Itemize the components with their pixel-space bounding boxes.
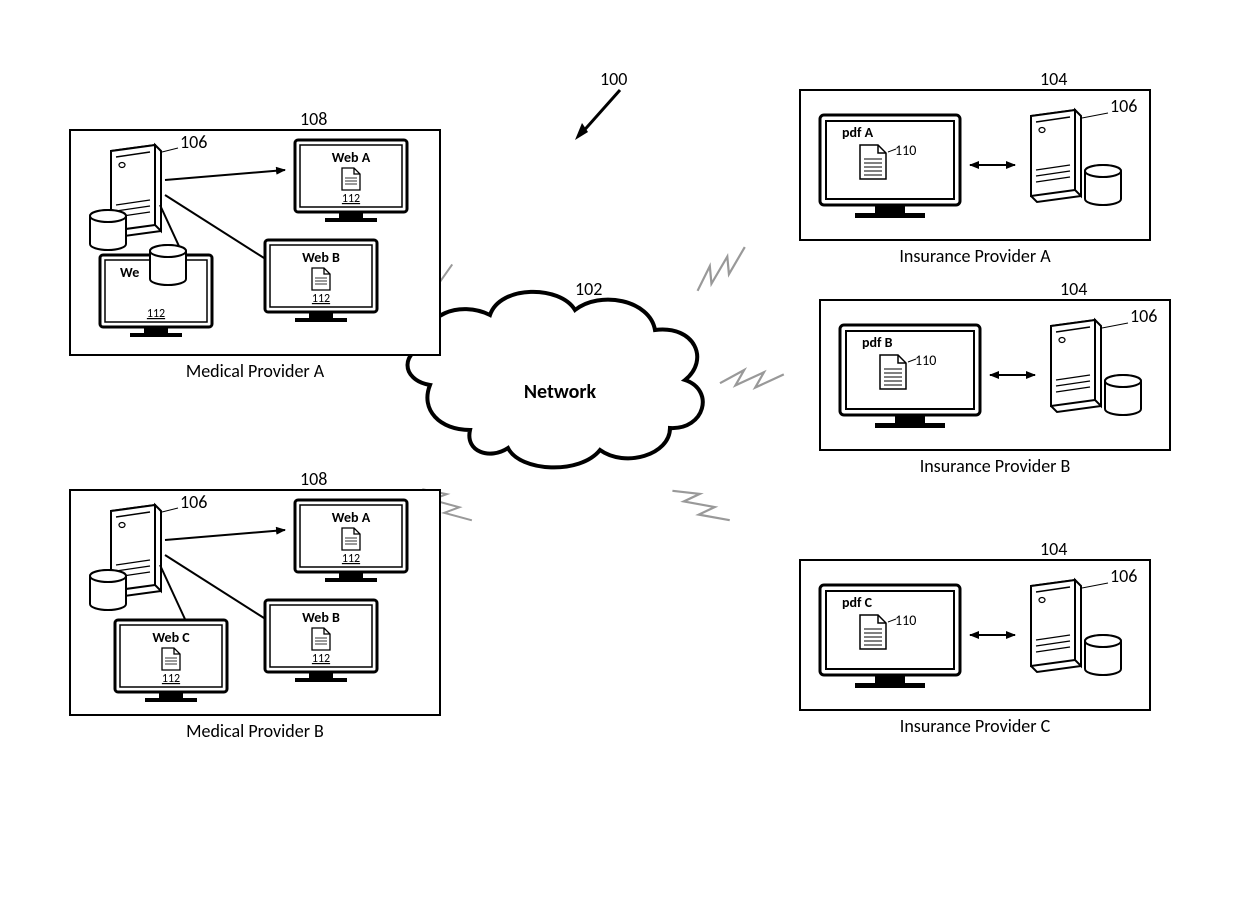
ref-106: 106 [180, 131, 207, 153]
ref-112: 112 [162, 672, 180, 686]
insurance-label: Insurance Provider A [899, 245, 1051, 267]
insurance-label: Insurance Provider B [920, 455, 1071, 477]
ref-110: 110 [895, 142, 916, 159]
ref-110: 110 [915, 352, 936, 369]
medical-provider-a: Medical Provider A 108 106 Web A 112 Web… [70, 108, 440, 382]
ref-106: 106 [180, 491, 207, 513]
web-label: Web C [152, 629, 190, 646]
ref-112: 112 [312, 292, 330, 306]
web-label: Web A [332, 149, 371, 166]
insurance-provider-c: Insurance Provider C 104 pdf C 110 106 [800, 538, 1150, 737]
medical-label: Medical Provider B [186, 720, 324, 742]
ref-112: 112 [342, 192, 360, 206]
connector [690, 243, 752, 294]
ref-104: 104 [1060, 278, 1087, 300]
web-label-partial: We [120, 264, 139, 281]
web-label: Web A [332, 509, 371, 526]
web-label: Web B [302, 249, 340, 266]
connector [670, 480, 732, 531]
network-cloud: Network 102 [408, 278, 703, 467]
ref-106: 106 [1110, 565, 1137, 587]
insurance-provider-a: Insurance Provider A 104 pdf A 110 106 [800, 68, 1150, 267]
figure-arrow: 100 [575, 68, 627, 140]
insurance-label: Insurance Provider C [900, 715, 1051, 737]
ref-112: 112 [342, 552, 360, 566]
ref-figure: 100 [600, 68, 627, 90]
diagram-canvas: 100 Network 102 Insurance Provider A 104… [0, 0, 1240, 901]
pdf-label: pdf C [842, 594, 873, 611]
connector [720, 370, 784, 388]
ref-108: 108 [300, 468, 327, 490]
ref-110: 110 [895, 612, 916, 629]
ref-106: 106 [1110, 95, 1137, 117]
insurance-provider-b: Insurance Provider B 104 pdf B 110 106 [820, 278, 1170, 477]
ref-104: 104 [1040, 538, 1067, 560]
pdf-label: pdf B [862, 334, 893, 351]
pdf-label: pdf A [842, 124, 874, 141]
ref-112: 112 [312, 652, 330, 666]
ref-112: 112 [147, 307, 165, 321]
medical-label: Medical Provider A [186, 360, 325, 382]
ref-104: 104 [1040, 68, 1067, 90]
ref-108: 108 [300, 108, 327, 130]
ref-106: 106 [1130, 305, 1157, 327]
network-label: Network [524, 380, 597, 404]
medical-provider-b: Medical Provider B 108 106 Web A 112 Web… [70, 468, 440, 742]
web-label: Web B [302, 609, 340, 626]
ref-network: 102 [575, 278, 602, 300]
